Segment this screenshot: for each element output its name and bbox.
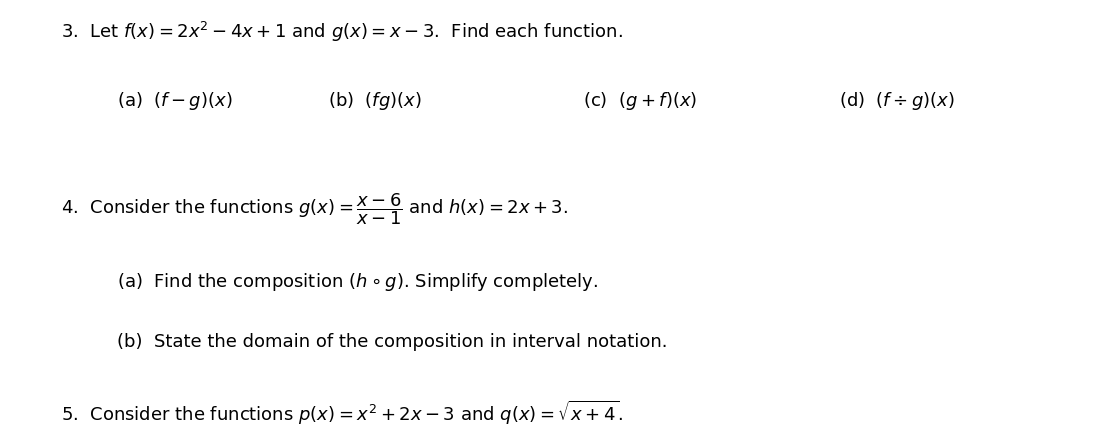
Text: (a)  Find the composition $(h \circ g)$. Simplify completely.: (a) Find the composition $(h \circ g)$. … bbox=[117, 271, 598, 293]
Text: (a)  $(f - g)(x)$: (a) $(f - g)(x)$ bbox=[117, 90, 232, 112]
Text: (c)  $(g + f)(x)$: (c) $(g + f)(x)$ bbox=[583, 90, 698, 112]
Text: 3.  Let $f(x) = 2x^2 - 4x + 1$ and $g(x) = x - 3$.  Find each function.: 3. Let $f(x) = 2x^2 - 4x + 1$ and $g(x) … bbox=[61, 20, 623, 44]
Text: (b)  State the domain of the composition in interval notation.: (b) State the domain of the composition … bbox=[117, 333, 667, 351]
Text: (b)  $(fg)(x)$: (b) $(fg)(x)$ bbox=[328, 90, 421, 112]
Text: (d)  $(f \div g)(x)$: (d) $(f \div g)(x)$ bbox=[839, 90, 954, 112]
Text: 5.  Consider the functions $p(x) = x^2 + 2x - 3$ and $q(x) = \sqrt{x + 4}$.: 5. Consider the functions $p(x) = x^2 + … bbox=[61, 399, 623, 427]
Text: 4.  Consider the functions $g(x) = \dfrac{x-6}{x-1}$ and $h(x) = 2x + 3$.: 4. Consider the functions $g(x) = \dfrac… bbox=[61, 192, 568, 228]
